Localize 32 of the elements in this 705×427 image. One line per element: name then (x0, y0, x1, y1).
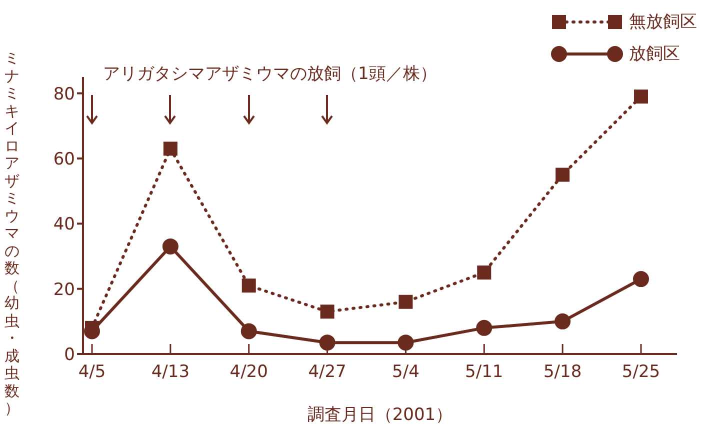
point (633, 271, 649, 288)
x-tick-label: 5/25 (622, 362, 660, 382)
y-tick-label: 60 (53, 150, 75, 170)
point (554, 313, 571, 330)
point (319, 334, 336, 351)
point (634, 90, 648, 104)
point (398, 334, 414, 351)
x-axis-title: 調査月日（2001） (306, 404, 454, 426)
x-tick-label: 5/4 (392, 362, 420, 382)
point (398, 294, 413, 309)
point (240, 323, 257, 340)
x-tick-label: 4/20 (230, 362, 268, 382)
point (476, 320, 492, 336)
x-tick-label: 4/27 (308, 362, 346, 382)
x-tick-label: 5/11 (465, 362, 504, 382)
point (320, 304, 334, 319)
point (163, 142, 178, 156)
point (556, 168, 570, 182)
y-tick-label: 20 (53, 280, 75, 300)
x-tick-label: 4/5 (78, 362, 106, 382)
point (242, 278, 256, 293)
y-tick-label: 80 (53, 84, 75, 104)
point (477, 266, 492, 280)
legend-label: 無放飼区 (628, 11, 697, 34)
x-tick-label: 4/13 (151, 362, 190, 382)
point (162, 238, 178, 254)
y-tick-label: 40 (53, 214, 75, 235)
x-tick-label: 5/18 (543, 362, 582, 382)
y-tick-label: 0 (64, 345, 75, 366)
text: ミナミキイロアザミウマの数（幼虫・成虫数） (4, 49, 20, 417)
legend-label: 放飼区 (628, 43, 681, 66)
chart-title: アリガタシマアザミウマの放飼（1頭／株） (103, 63, 437, 85)
